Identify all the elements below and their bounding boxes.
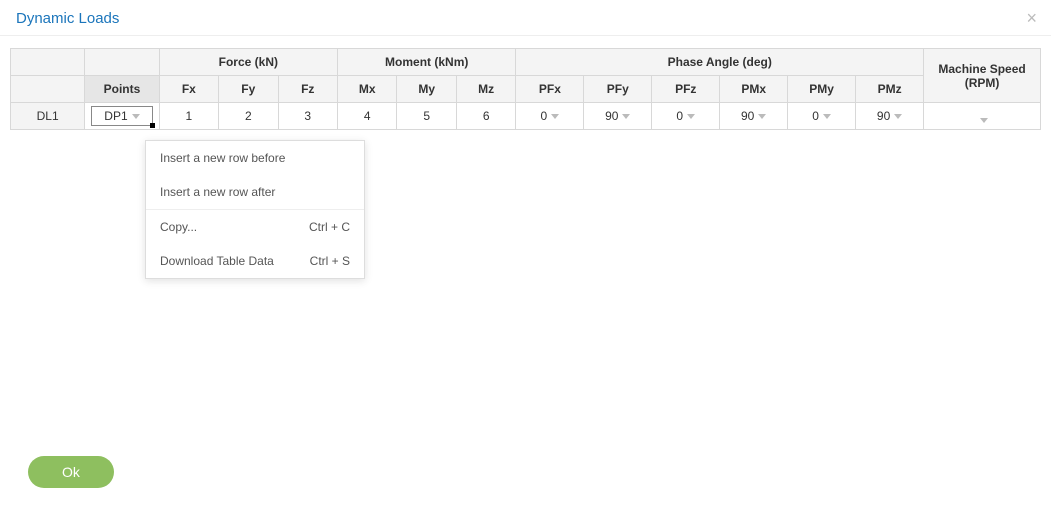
menu-insert-after[interactable]: Insert a new row after	[146, 175, 364, 209]
header-my: My	[397, 76, 456, 103]
pmz-value: 90	[877, 109, 890, 123]
header-points: Points	[85, 76, 159, 103]
header-fz: Fz	[278, 76, 337, 103]
menu-copy[interactable]: Copy... Ctrl + C	[146, 210, 364, 244]
menu-shortcut: Ctrl + C	[309, 220, 350, 234]
ok-button[interactable]: Ok	[28, 456, 114, 488]
divider	[0, 35, 1051, 36]
pfy-value: 90	[605, 109, 618, 123]
chevron-down-icon	[622, 114, 630, 119]
header-rpm: Machine Speed (RPM)	[924, 49, 1041, 103]
header-mz: Mz	[456, 76, 515, 103]
pmx-value: 90	[741, 109, 754, 123]
cell-rpm[interactable]	[924, 103, 1041, 130]
header-blank-1	[11, 49, 85, 76]
table-row: DL1 DP1 1 2 3 4 5 6 0 90 0 90 0 90	[11, 103, 1041, 130]
header-pmx: PMx	[720, 76, 788, 103]
header-blank-2	[85, 49, 159, 76]
cell-mz[interactable]: 6	[456, 103, 515, 130]
header-fx: Fx	[159, 76, 218, 103]
pmy-value: 0	[812, 109, 819, 123]
header-group-moment: Moment (kNm)	[338, 49, 516, 76]
cell-pfx[interactable]: 0	[516, 103, 584, 130]
cell-fy[interactable]: 2	[219, 103, 278, 130]
cell-fx[interactable]: 1	[159, 103, 218, 130]
pfx-value: 0	[541, 109, 548, 123]
menu-label: Insert a new row before	[160, 151, 285, 165]
menu-shortcut: Ctrl + S	[310, 254, 350, 268]
cell-my[interactable]: 5	[397, 103, 456, 130]
close-icon[interactable]: ×	[1026, 8, 1037, 29]
chevron-down-icon	[551, 114, 559, 119]
header-pfy: PFy	[584, 76, 652, 103]
header-mx: Mx	[338, 76, 397, 103]
menu-label: Insert a new row after	[160, 185, 275, 199]
chevron-down-icon	[980, 118, 988, 123]
points-value: DP1	[104, 109, 127, 123]
header-pmz: PMz	[856, 76, 924, 103]
cell-fz[interactable]: 3	[278, 103, 337, 130]
chevron-down-icon	[758, 114, 766, 119]
cell-pmx[interactable]: 90	[720, 103, 788, 130]
chevron-down-icon	[823, 114, 831, 119]
cell-mx[interactable]: 4	[338, 103, 397, 130]
cell-points[interactable]: DP1	[85, 103, 159, 130]
header-pmy: PMy	[788, 76, 856, 103]
cell-pfy[interactable]: 90	[584, 103, 652, 130]
menu-insert-before[interactable]: Insert a new row before	[146, 141, 364, 175]
cell-pfz[interactable]: 0	[652, 103, 720, 130]
menu-label: Download Table Data	[160, 254, 274, 268]
pfz-value: 0	[676, 109, 683, 123]
header-fy: Fy	[219, 76, 278, 103]
row-label[interactable]: DL1	[11, 103, 85, 130]
cell-pmz[interactable]: 90	[856, 103, 924, 130]
chevron-down-icon	[132, 114, 140, 119]
header-group-phase: Phase Angle (deg)	[516, 49, 924, 76]
chevron-down-icon	[687, 114, 695, 119]
chevron-down-icon	[894, 114, 902, 119]
dynamic-loads-table: Force (kN) Moment (kNm) Phase Angle (deg…	[10, 48, 1041, 130]
fill-handle[interactable]	[150, 123, 155, 128]
menu-label: Copy...	[160, 220, 197, 234]
context-menu: Insert a new row before Insert a new row…	[145, 140, 365, 279]
menu-download[interactable]: Download Table Data Ctrl + S	[146, 244, 364, 278]
dialog-title: Dynamic Loads	[0, 0, 1051, 35]
dynamic-loads-table-wrap: Force (kN) Moment (kNm) Phase Angle (deg…	[0, 42, 1051, 130]
header-group-force: Force (kN)	[159, 49, 337, 76]
header-pfx: PFx	[516, 76, 584, 103]
cell-pmy[interactable]: 0	[788, 103, 856, 130]
header-rowlabel	[11, 76, 85, 103]
header-pfz: PFz	[652, 76, 720, 103]
